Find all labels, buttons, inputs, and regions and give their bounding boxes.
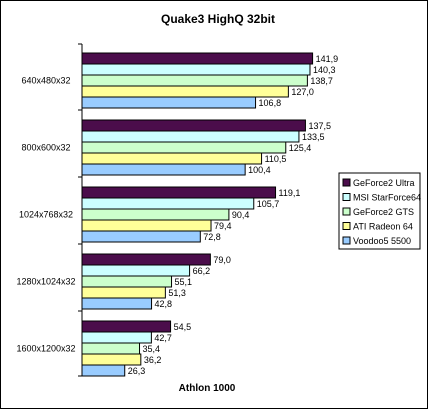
bar: [81, 364, 126, 377]
data-label: 90,4: [232, 210, 250, 220]
legend-swatch: [342, 222, 351, 230]
legend-label: Voodoo5 5500: [353, 236, 411, 246]
bar: [81, 230, 201, 243]
data-label: 42,8: [155, 299, 173, 309]
bar: [81, 186, 277, 199]
legend-swatch: [342, 207, 351, 216]
bar: [81, 141, 287, 154]
legend-label: ATI Radeon 64: [353, 222, 413, 232]
data-label: 137,5: [308, 121, 331, 131]
data-label: 133,5: [302, 132, 325, 142]
bar: [81, 253, 211, 266]
bar: [81, 152, 263, 165]
data-label: 35,4: [143, 344, 161, 354]
data-label: 66,2: [193, 266, 211, 276]
bar: [81, 163, 246, 176]
bar: [81, 52, 314, 65]
category-label: 1600x1200x32: [16, 344, 75, 354]
bar: [81, 353, 142, 366]
data-label: 127,0: [291, 87, 314, 97]
data-label: 42,7: [154, 333, 172, 343]
data-label: 138,7: [310, 76, 333, 86]
bar: [81, 219, 212, 232]
bar: [81, 130, 300, 143]
bar: [81, 275, 173, 288]
data-label: 141,9: [316, 54, 339, 64]
bar: [81, 286, 166, 299]
data-label: 106,8: [259, 98, 282, 108]
data-label: 72,8: [203, 232, 221, 242]
bar: [81, 297, 153, 310]
category-label: 1280x1024x32: [16, 277, 75, 287]
data-label: 36,2: [144, 355, 162, 365]
legend: GeForce2 Ultra MSI StarForce64 GeForce2 GT…: [338, 172, 421, 250]
bar: [81, 331, 152, 344]
data-label: 140,3: [313, 65, 336, 75]
x-axis-label: Athlon 1000: [179, 383, 236, 394]
legend-label: MSI StarForce64: [353, 193, 421, 203]
data-label: 79,4: [214, 221, 232, 231]
bar: [81, 208, 230, 221]
data-label: 110,5: [265, 154, 287, 164]
legend-label: GeForce2 Ultra: [353, 178, 415, 188]
data-label: 55,1: [175, 277, 193, 287]
legend-swatch: [342, 193, 351, 201]
bar: [81, 74, 308, 87]
bar: [81, 96, 257, 109]
bar: [81, 119, 306, 132]
legend-label: GeForce2 GTS: [353, 207, 414, 217]
category-label: 800x600x32: [21, 143, 70, 153]
data-label: 125,4: [289, 143, 312, 153]
category-label: 640x480x32: [21, 76, 70, 86]
bar: [81, 342, 141, 355]
category-label: 1024x768x32: [19, 210, 73, 220]
bar: [81, 264, 191, 277]
legend-swatch: [342, 178, 351, 187]
data-label: 105,7: [257, 199, 280, 209]
data-label: 51,3: [168, 288, 186, 298]
data-label: 79,0: [213, 255, 231, 265]
data-label: 119,1: [279, 188, 301, 198]
data-label: 100,4: [248, 165, 271, 175]
data-label: 26,3: [128, 366, 146, 376]
legend-box: [338, 172, 421, 250]
bar: [81, 63, 311, 76]
legend-swatch: [342, 236, 351, 245]
chart-title: Quake3 HighQ 32bit: [161, 12, 275, 26]
bar: [81, 85, 289, 98]
data-label: 54,5: [174, 322, 192, 332]
bar: [81, 197, 255, 210]
bar: [81, 320, 172, 333]
